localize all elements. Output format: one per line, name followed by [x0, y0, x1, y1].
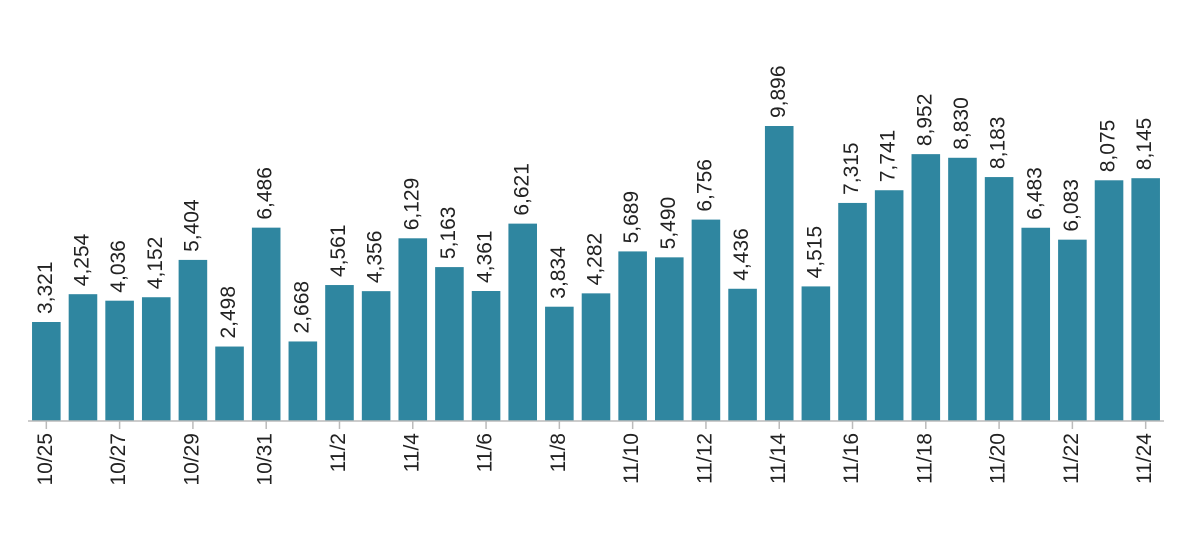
value-label: 2,498	[217, 286, 240, 339]
value-label: 4,282	[584, 233, 607, 286]
value-label: 4,356	[364, 231, 387, 284]
value-label: 6,621	[510, 163, 533, 216]
value-label: 4,436	[730, 228, 753, 281]
bar	[545, 306, 574, 421]
bar	[654, 257, 684, 421]
x-tick-label: 10/31	[254, 433, 277, 486]
value-label: 8,830	[950, 97, 973, 150]
bar	[1131, 178, 1160, 421]
bar	[471, 290, 501, 421]
bar	[728, 288, 757, 421]
bar	[1094, 180, 1124, 421]
x-tick-label: 10/27	[107, 433, 130, 486]
x-tick-label: 11/18	[913, 433, 936, 484]
value-label: 5,689	[620, 191, 643, 244]
value-label: 8,075	[1097, 120, 1120, 173]
bar	[581, 293, 611, 421]
bar	[398, 238, 428, 421]
value-label: 3,834	[547, 246, 570, 299]
x-tick-label: 11/6	[474, 433, 497, 472]
value-label: 6,756	[693, 159, 716, 212]
value-label: 7,741	[877, 130, 900, 183]
bar	[68, 294, 98, 421]
x-tick-label: 11/4	[400, 433, 423, 473]
bar	[141, 297, 171, 421]
x-tick-label: 11/16	[840, 433, 863, 484]
bar	[764, 126, 794, 421]
bar	[838, 202, 867, 421]
value-label: 4,254	[71, 233, 94, 286]
x-tick-label: 11/14	[767, 433, 790, 484]
bar	[948, 157, 977, 422]
value-label: 6,129	[400, 178, 423, 231]
value-label: 4,561	[327, 224, 350, 277]
x-tick-label: 11/10	[620, 433, 643, 484]
value-label: 3,321	[34, 261, 57, 314]
value-label: 8,952	[913, 94, 936, 147]
value-label: 4,515	[803, 226, 826, 279]
bar	[1021, 227, 1051, 421]
bar	[361, 291, 391, 421]
value-label: 4,152	[144, 237, 167, 290]
bar	[178, 259, 208, 421]
bar	[801, 286, 831, 421]
value-label: 7,315	[840, 142, 863, 195]
value-label: 9,896	[767, 65, 790, 118]
bar	[325, 285, 354, 421]
x-tick-label: 11/24	[1133, 433, 1156, 484]
value-label: 2,668	[290, 281, 313, 334]
bar	[874, 190, 904, 421]
bar	[691, 219, 721, 421]
x-tick-label: 11/8	[547, 433, 570, 472]
value-label: 6,083	[1060, 179, 1083, 232]
x-tick-label: 11/12	[693, 433, 716, 484]
value-label: 5,163	[437, 207, 460, 260]
bar	[105, 300, 134, 421]
x-tick-label: 11/20	[987, 433, 1010, 484]
bar	[911, 154, 941, 421]
bar	[1058, 239, 1087, 421]
value-label: 5,490	[657, 197, 680, 250]
value-label: 4,361	[474, 230, 497, 283]
bar	[984, 177, 1014, 421]
bar	[508, 223, 538, 421]
bar	[251, 227, 281, 421]
value-label: 6,483	[1023, 167, 1046, 220]
value-label: 5,404	[180, 199, 203, 252]
bar	[618, 251, 647, 421]
x-tick-label: 10/25	[34, 433, 57, 486]
value-label: 8,145	[1133, 118, 1156, 171]
bar	[215, 346, 244, 421]
value-label: 4,036	[107, 240, 130, 293]
bar	[435, 267, 464, 421]
value-label: 8,183	[987, 117, 1010, 170]
bar	[32, 322, 61, 421]
x-tick-label: 10/29	[180, 433, 203, 486]
x-tick-label: 11/2	[327, 433, 350, 472]
x-tick-label: 11/22	[1060, 433, 1083, 484]
bar	[288, 341, 318, 421]
value-label: 6,486	[254, 167, 277, 220]
